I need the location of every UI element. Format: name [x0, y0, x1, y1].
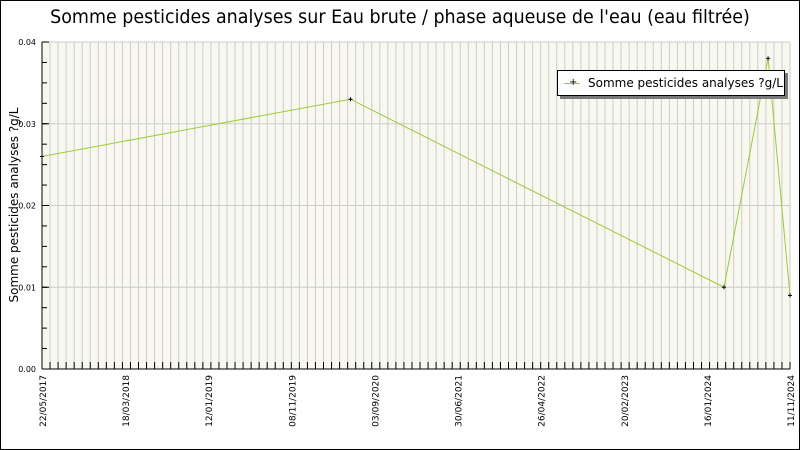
svg-text:03/09/2020: 03/09/2020 [371, 375, 381, 427]
chart-title: Somme pesticides analyses sur Eau brute … [50, 6, 750, 28]
svg-text:26/04/2022: 26/04/2022 [538, 375, 548, 427]
svg-text:30/06/2021: 30/06/2021 [455, 375, 465, 427]
svg-text:11/11/2024: 11/11/2024 [787, 375, 797, 427]
svg-text:08/11/2019: 08/11/2019 [288, 375, 298, 427]
svg-text:0.02: 0.02 [18, 202, 36, 211]
svg-text:18/03/2018: 18/03/2018 [122, 375, 132, 427]
svg-text:22/05/2017: 22/05/2017 [39, 375, 49, 427]
legend-label: Somme pesticides analyses ?g/L [588, 76, 783, 90]
svg-text:0.03: 0.03 [18, 120, 36, 129]
legend: + Somme pesticides analyses ?g/L [557, 70, 785, 96]
svg-text:16/01/2024: 16/01/2024 [704, 375, 714, 427]
svg-text:12/01/2019: 12/01/2019 [205, 375, 215, 427]
legend-swatch-icon: + [564, 78, 580, 88]
svg-text:0.04: 0.04 [18, 38, 36, 47]
svg-text:0.00: 0.00 [18, 365, 36, 374]
svg-text:20/02/2023: 20/02/2023 [621, 375, 631, 427]
svg-text:0.01: 0.01 [18, 283, 36, 292]
